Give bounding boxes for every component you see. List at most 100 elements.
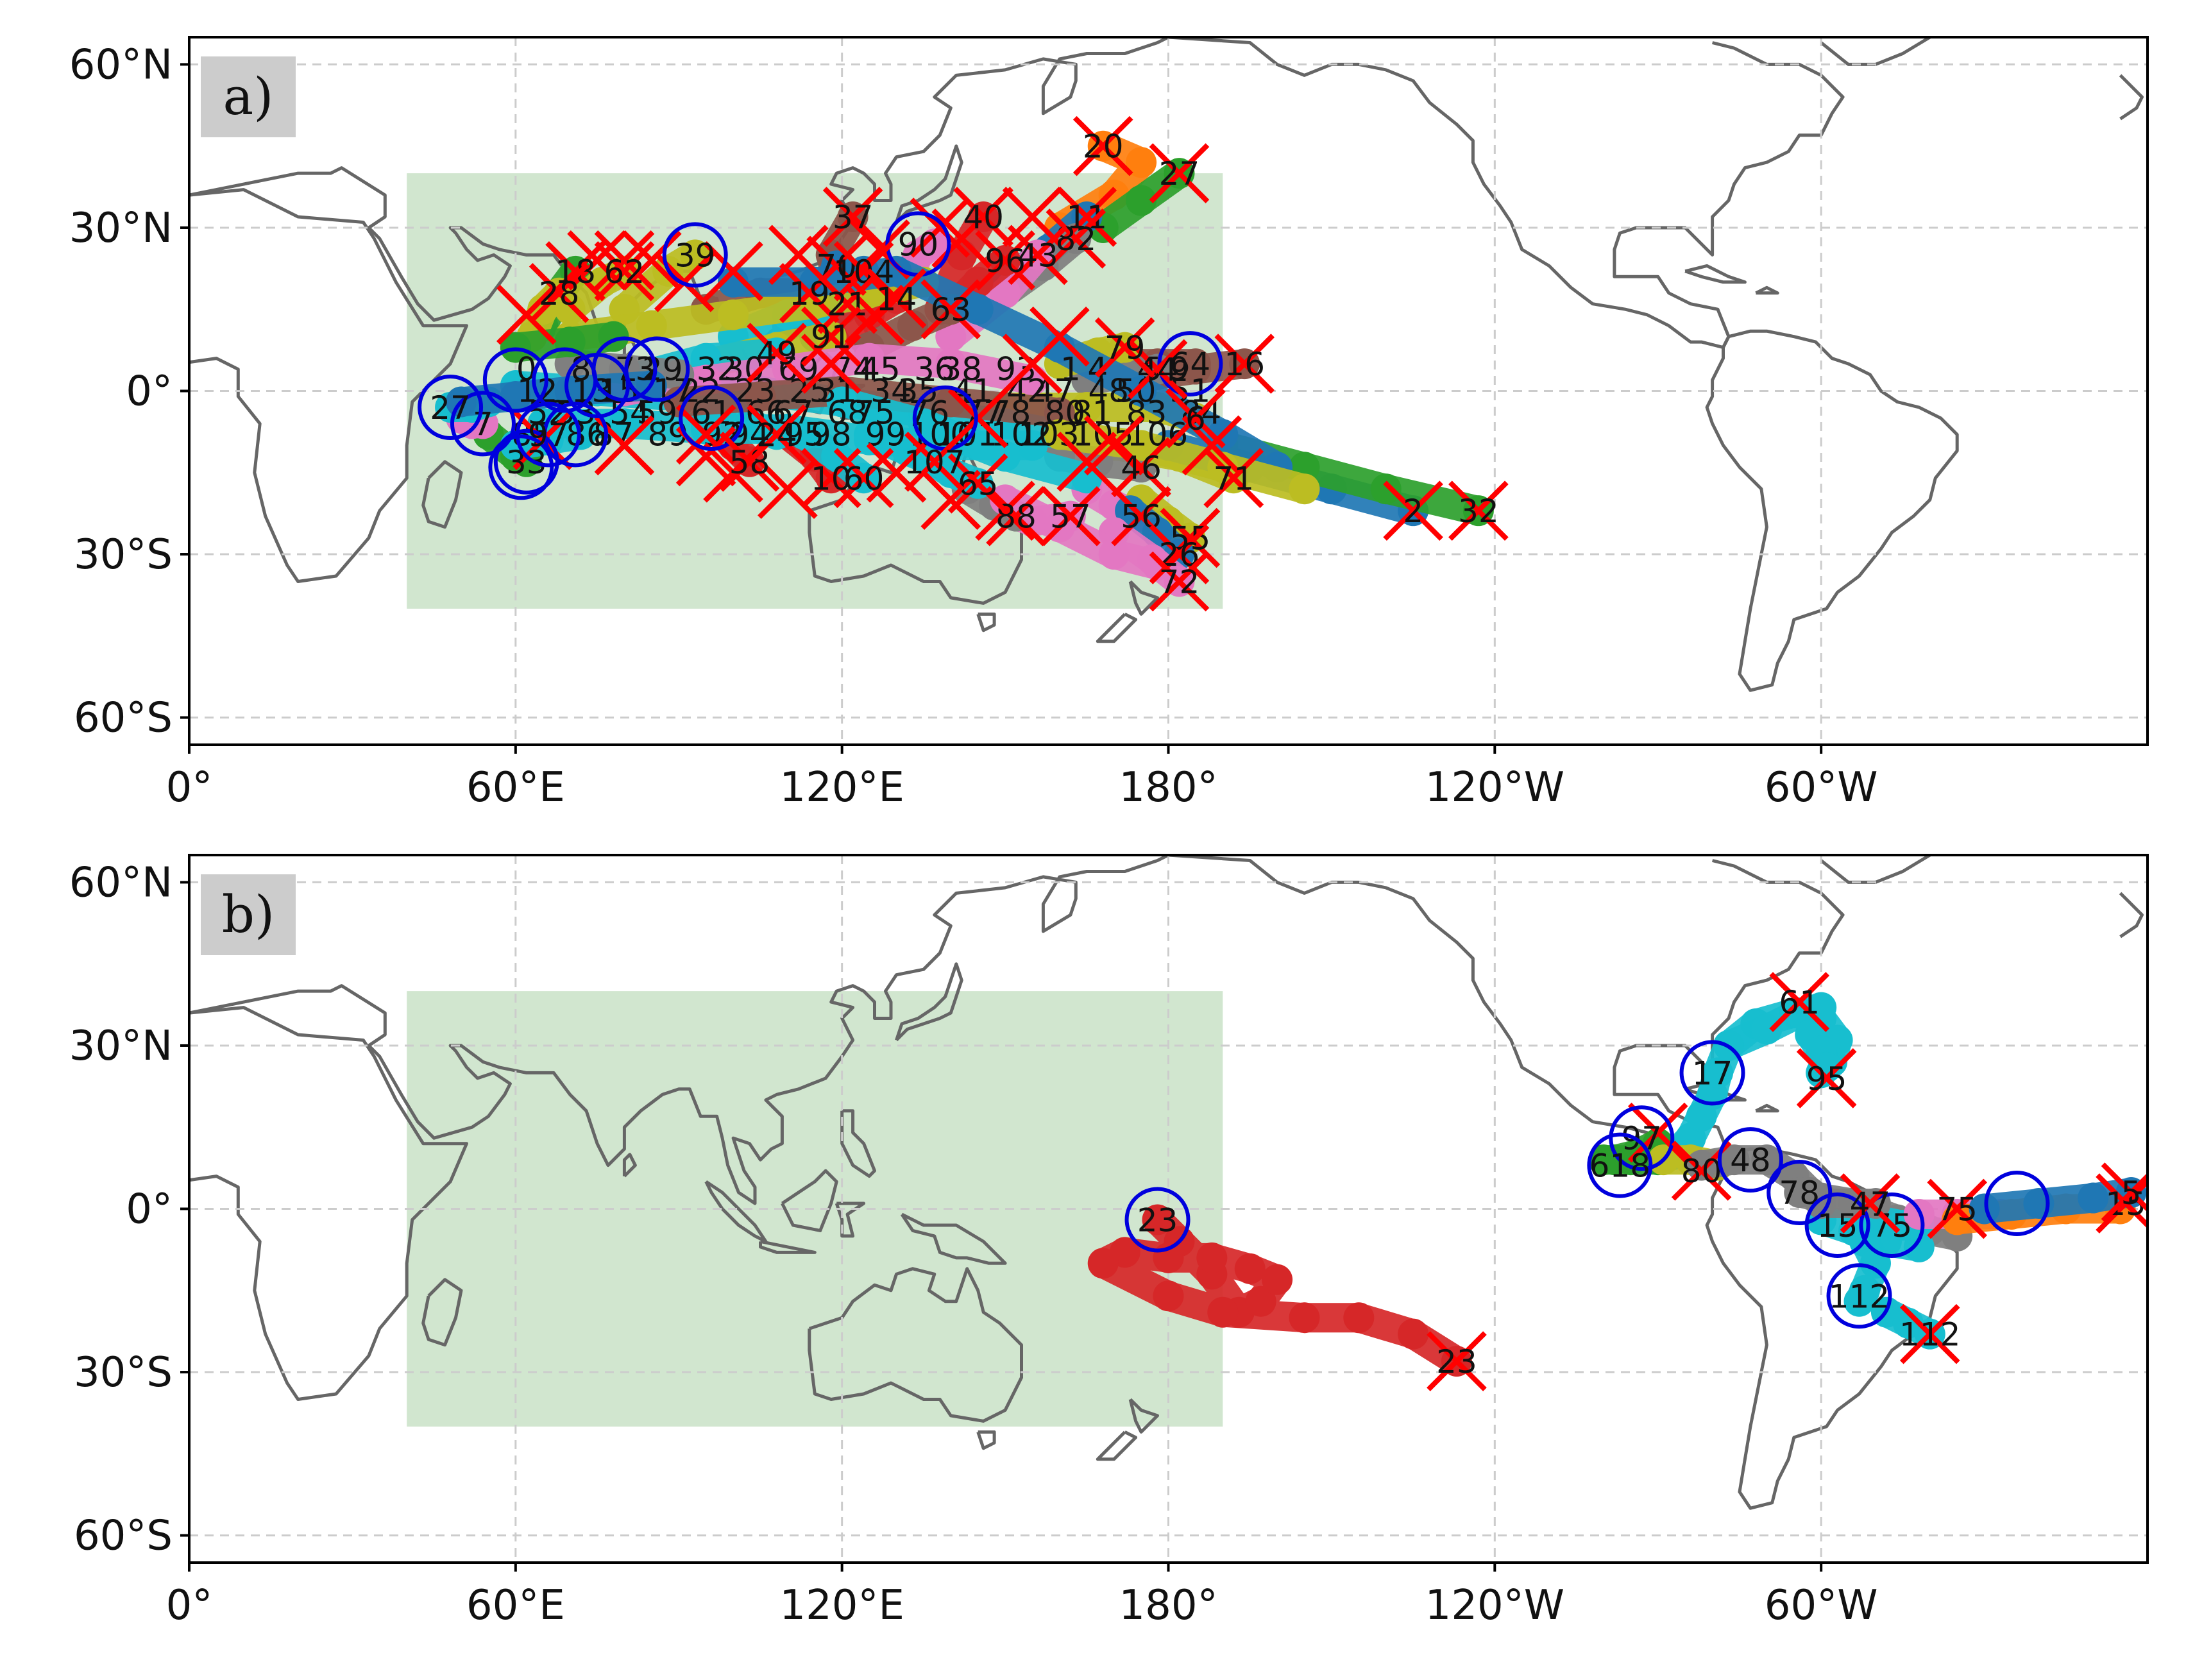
- end-marker: 75: [1927, 1178, 1988, 1239]
- end-x-stroke: [1627, 1102, 1688, 1163]
- end-label: 107: [904, 444, 965, 481]
- start-circle: [679, 385, 745, 451]
- start-circle: [1859, 1192, 1925, 1258]
- end-label: 91: [811, 319, 852, 356]
- track-id-label: 25: [789, 372, 830, 409]
- end-label: 63: [930, 291, 971, 328]
- track-point: [1142, 1204, 1173, 1235]
- panel-label: b): [201, 874, 296, 955]
- end-marker: 65: [947, 453, 1008, 514]
- end-marker: 63: [920, 279, 981, 340]
- end-x-stroke: [904, 431, 965, 492]
- coastline: [2119, 74, 2144, 121]
- end-marker: [1083, 415, 1144, 476]
- end-x-stroke: [801, 334, 861, 394]
- coastline: [1096, 613, 1138, 643]
- start-label: 112: [1829, 1278, 1890, 1315]
- coastline: [1128, 580, 1159, 616]
- track-point: [1262, 1264, 1293, 1295]
- track-point: [1702, 1057, 1734, 1089]
- x-tick-label: 60°E: [466, 764, 565, 811]
- end-marker: 71: [1203, 448, 1264, 509]
- end-marker: [768, 225, 829, 285]
- coastline: [895, 962, 963, 1042]
- coastline: [2119, 892, 2144, 938]
- y-tick-label: 30°N: [69, 205, 173, 252]
- coastline: [622, 1153, 637, 1178]
- start-marker: 17: [1679, 1040, 1745, 1106]
- end-label: 20: [1083, 128, 1124, 165]
- track-id-label: 34: [870, 372, 911, 409]
- end-marker: [910, 198, 970, 258]
- start-marker: [679, 385, 745, 451]
- end-x-stroke: [1094, 317, 1155, 378]
- end-marker: [801, 334, 861, 394]
- end-marker: 2: [1383, 480, 1443, 541]
- start-circle: [418, 374, 484, 440]
- end-x-stroke: [1160, 507, 1221, 568]
- x-tick-label: 120°E: [779, 764, 904, 811]
- end-x-stroke: [2101, 1172, 2148, 1223]
- x-tick-label: 60°E: [466, 1582, 565, 1629]
- track-path: [1044, 420, 1319, 504]
- track-point: [1153, 1280, 1184, 1312]
- track-id-label: 80: [1045, 394, 1086, 431]
- x-tick-label: 60°W: [1765, 1582, 1878, 1629]
- start-circle: [662, 222, 728, 288]
- end-x-stroke: [1072, 115, 1133, 176]
- track-point: [1718, 1144, 1750, 1176]
- track-point: [1071, 391, 1103, 423]
- end-label: 96: [985, 242, 1026, 280]
- end-x-stroke: [1046, 208, 1106, 269]
- end-x-stroke: [1427, 1331, 1487, 1391]
- end-x-stroke: [866, 268, 927, 329]
- start-marker: [624, 336, 690, 402]
- start-circle: [515, 402, 581, 468]
- end-marker: [1002, 334, 1063, 394]
- end-label: 75: [1936, 1191, 1978, 1228]
- track-point: [554, 294, 586, 325]
- end-label: 5: [2121, 1175, 2142, 1212]
- coastline: [189, 188, 468, 583]
- panel-b-map: 232317619597618804878157575155112112470°…: [69, 854, 2149, 1629]
- end-label: 32: [1458, 493, 1499, 530]
- start-circle: [543, 402, 609, 468]
- start-circle: [1717, 1127, 1783, 1193]
- track-point: [854, 343, 885, 374]
- y-tick-label: 30°N: [69, 1022, 173, 1070]
- end-label: 80: [1681, 1153, 1722, 1190]
- coastline: [1875, 855, 1931, 884]
- end-label: 27: [1159, 155, 1200, 192]
- start-circle: [591, 336, 657, 402]
- end-marker: 28: [529, 262, 589, 323]
- end-marker: 91: [801, 306, 861, 367]
- coastline: [1168, 37, 1845, 350]
- track-point: [1343, 1302, 1375, 1334]
- start-label: 17: [1692, 1055, 1733, 1092]
- track-point: [772, 353, 803, 385]
- end-x-stroke: [1927, 1178, 1988, 1239]
- end-x-stroke: [801, 306, 861, 367]
- track-point: [745, 380, 776, 412]
- end-marker: 14: [866, 268, 927, 329]
- y-tick-label: 60°S: [74, 695, 173, 742]
- end-marker: 40: [953, 187, 1013, 247]
- track-point: [609, 408, 640, 439]
- end-x-stroke: [703, 241, 763, 301]
- x-tick-label: 120°E: [779, 1582, 904, 1629]
- end-marker: 26: [1149, 524, 1210, 584]
- track-id-label: 23: [734, 372, 775, 409]
- track-point: [1044, 332, 1075, 363]
- end-marker: 37: [822, 187, 883, 247]
- end-label: 62: [604, 253, 645, 291]
- end-marker: 57: [1040, 486, 1101, 547]
- end-x-stroke: [1182, 415, 1242, 476]
- track-point: [1126, 147, 1157, 178]
- track-point: [1126, 185, 1157, 216]
- end-x-stroke: [1056, 431, 1117, 492]
- coastline: [1684, 264, 1747, 284]
- track-point: [1196, 1242, 1228, 1273]
- end-marker: [594, 230, 655, 291]
